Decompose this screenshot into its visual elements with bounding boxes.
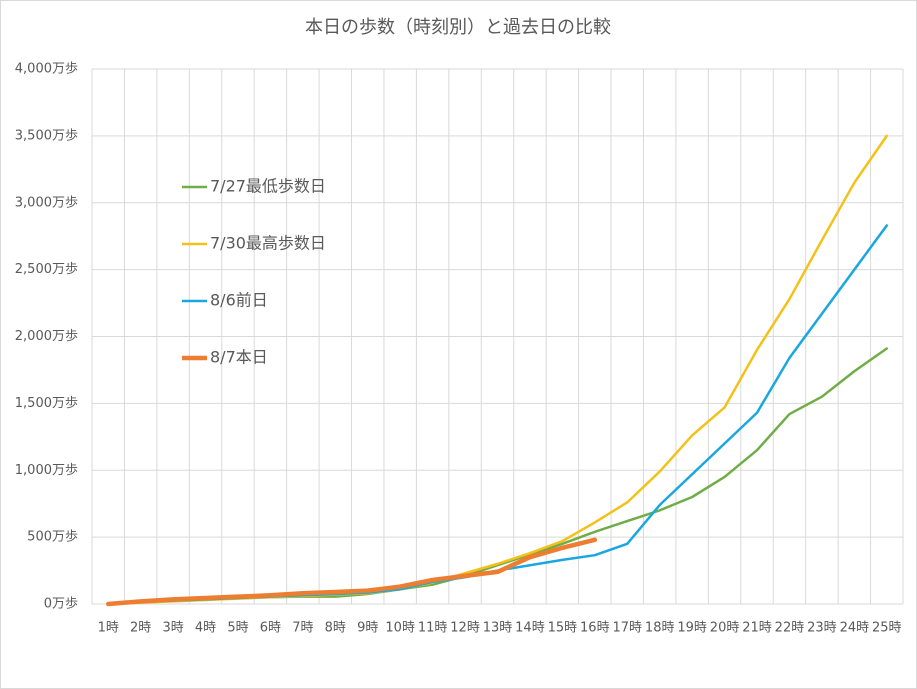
legend-label: 7/30最高歩数日 [210, 234, 326, 253]
x-tick-label: 13時 [483, 621, 513, 636]
x-tick-label: 21時 [742, 621, 772, 636]
x-tick-label: 14時 [515, 621, 545, 636]
y-tick-label: 4,000万歩 [15, 62, 78, 77]
y-tick-label: 500万歩 [27, 530, 78, 545]
x-tick-label: 11時 [418, 621, 448, 636]
x-tick-label: 9時 [357, 621, 378, 636]
y-tick-label: 2,000万歩 [15, 329, 78, 344]
x-tick-label: 24時 [840, 621, 870, 636]
legend-label: 8/6前日 [210, 291, 268, 310]
legend-label: 8/7本日 [210, 348, 268, 367]
y-tick-label: 0万歩 [44, 597, 78, 612]
x-tick-label: 15時 [548, 621, 578, 636]
y-tick-label: 3,500万歩 [15, 128, 78, 143]
x-tick-label: 5時 [227, 621, 248, 636]
y-tick-label: 2,500万歩 [15, 262, 78, 277]
x-tick-label: 20時 [710, 621, 740, 636]
x-tick-label: 16時 [580, 621, 610, 636]
x-tick-label: 18時 [645, 621, 675, 636]
chart-title: 本日の歩数（時刻別）と過去日の比較 [305, 17, 611, 38]
x-tick-label: 17時 [612, 621, 642, 636]
x-tick-label: 4時 [195, 621, 216, 636]
x-tick-label: 1時 [98, 621, 119, 636]
x-tick-label: 22時 [775, 621, 805, 636]
y-tick-label: 3,000万歩 [15, 195, 78, 210]
x-tick-label: 23時 [807, 621, 837, 636]
y-tick-label: 1,000万歩 [15, 463, 78, 478]
legend-label: 7/27最低歩数日 [210, 177, 326, 196]
x-tick-label: 19時 [677, 621, 707, 636]
x-tick-label: 3時 [162, 621, 183, 636]
x-tick-label: 8時 [325, 621, 346, 636]
x-tick-label: 2時 [130, 621, 151, 636]
series-line [105, 537, 598, 607]
x-tick-label: 7時 [292, 621, 313, 636]
x-tick-label: 12時 [450, 621, 480, 636]
x-tick-label: 10時 [385, 621, 415, 636]
x-tick-label: 25時 [872, 621, 902, 636]
y-tick-label: 1,500万歩 [15, 396, 78, 411]
x-tick-label: 6時 [260, 621, 281, 636]
